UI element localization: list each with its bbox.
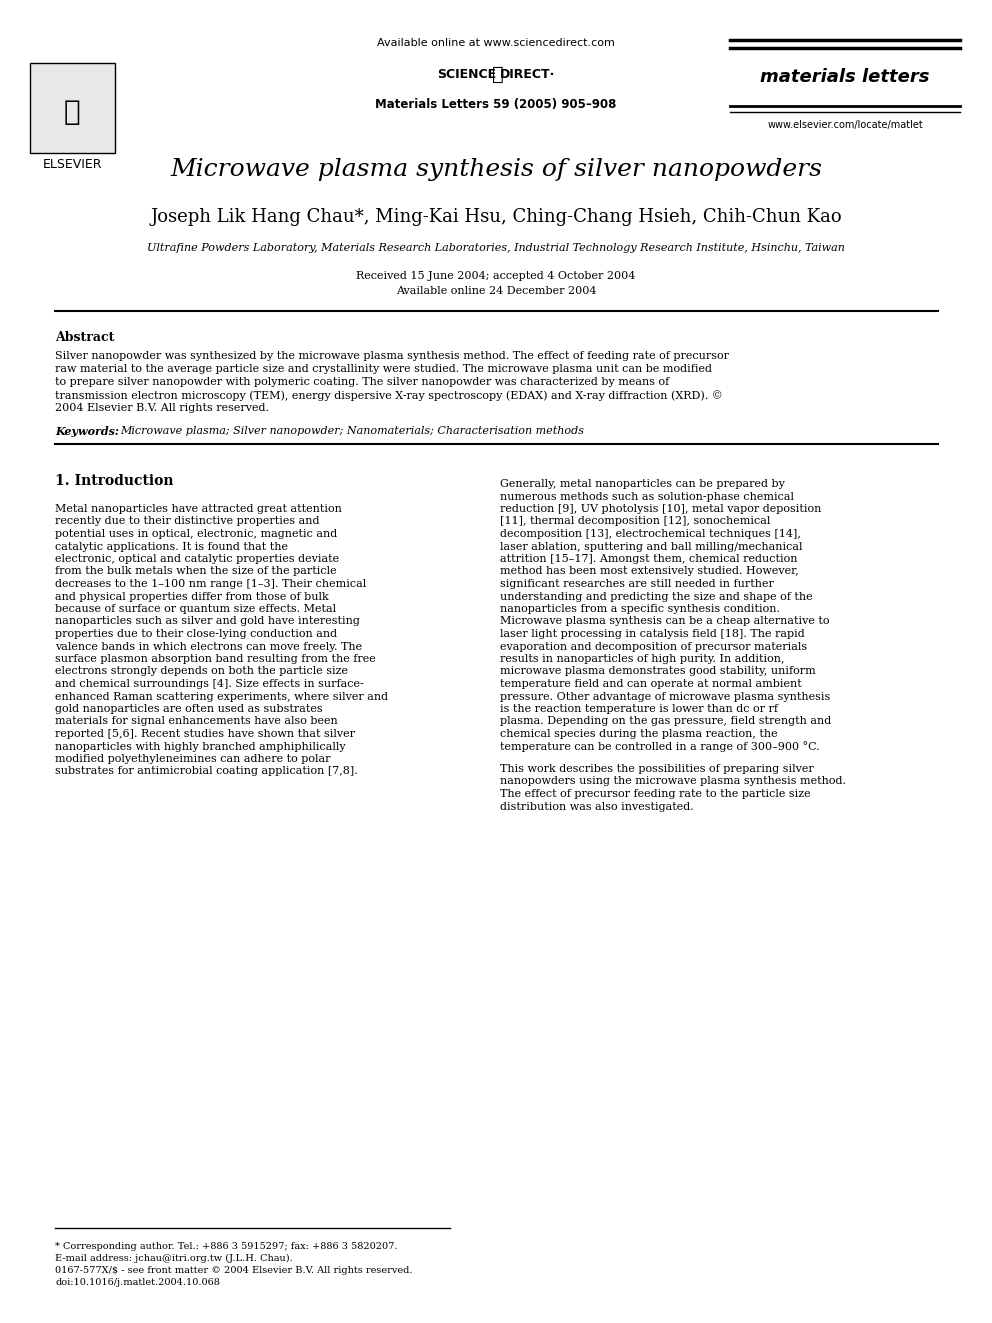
Text: microwave plasma demonstrates good stability, uniform: microwave plasma demonstrates good stabi… [500, 667, 815, 676]
Text: understanding and predicting the size and shape of the: understanding and predicting the size an… [500, 591, 812, 602]
Text: Available online 24 December 2004: Available online 24 December 2004 [396, 286, 596, 296]
Text: This work describes the possibilities of preparing silver: This work describes the possibilities of… [500, 763, 813, 774]
Text: evaporation and decomposition of precursor materials: evaporation and decomposition of precurs… [500, 642, 807, 651]
Text: decomposition [13], electrochemical techniques [14],: decomposition [13], electrochemical tech… [500, 529, 801, 538]
Text: gold nanoparticles are often used as substrates: gold nanoparticles are often used as sub… [55, 704, 322, 714]
Text: temperature can be controlled in a range of 300–900 °C.: temperature can be controlled in a range… [500, 741, 819, 753]
Text: nanopowders using the microwave plasma synthesis method.: nanopowders using the microwave plasma s… [500, 777, 846, 786]
Text: results in nanoparticles of high purity. In addition,: results in nanoparticles of high purity.… [500, 654, 785, 664]
Text: ELSEVIER: ELSEVIER [43, 157, 102, 171]
Text: distribution was also investigated.: distribution was also investigated. [500, 802, 693, 811]
Text: 0167-577X/$ - see front matter © 2004 Elsevier B.V. All rights reserved.: 0167-577X/$ - see front matter © 2004 El… [55, 1266, 413, 1275]
Text: Received 15 June 2004; accepted 4 October 2004: Received 15 June 2004; accepted 4 Octobe… [356, 271, 636, 280]
Text: Metal nanoparticles have attracted great attention: Metal nanoparticles have attracted great… [55, 504, 342, 515]
Text: temperature field and can operate at normal ambient: temperature field and can operate at nor… [500, 679, 802, 689]
Text: ⓓ: ⓓ [492, 65, 504, 83]
Text: DIRECT·: DIRECT· [500, 67, 556, 81]
Text: www.elsevier.com/locate/matlet: www.elsevier.com/locate/matlet [767, 120, 923, 130]
Text: doi:10.1016/j.matlet.2004.10.068: doi:10.1016/j.matlet.2004.10.068 [55, 1278, 220, 1287]
Text: nanoparticles such as silver and gold have interesting: nanoparticles such as silver and gold ha… [55, 617, 360, 627]
Text: 🌳: 🌳 [63, 98, 80, 126]
Text: SCIENCE: SCIENCE [436, 67, 496, 81]
Text: The effect of precursor feeding rate to the particle size: The effect of precursor feeding rate to … [500, 789, 810, 799]
Text: to prepare silver nanopowder with polymeric coating. The silver nanopowder was c: to prepare silver nanopowder with polyme… [55, 377, 670, 388]
Text: [11], thermal decomposition [12], sonochemical: [11], thermal decomposition [12], sonoch… [500, 516, 771, 527]
Text: from the bulk metals when the size of the particle: from the bulk metals when the size of th… [55, 566, 336, 577]
Text: transmission electron microscopy (TEM), energy dispersive X-ray spectroscopy (ED: transmission electron microscopy (TEM), … [55, 390, 723, 401]
Text: nanoparticles from a specific synthesis condition.: nanoparticles from a specific synthesis … [500, 605, 780, 614]
Text: Keywords:: Keywords: [55, 426, 119, 437]
Text: 1. Introduction: 1. Introduction [55, 474, 174, 488]
Text: numerous methods such as solution-phase chemical: numerous methods such as solution-phase … [500, 492, 794, 501]
Text: materials letters: materials letters [760, 67, 930, 86]
Text: laser ablation, sputtering and ball milling/mechanical: laser ablation, sputtering and ball mill… [500, 541, 803, 552]
Text: valence bands in which electrons can move freely. The: valence bands in which electrons can mov… [55, 642, 362, 651]
Text: pressure. Other advantage of microwave plasma synthesis: pressure. Other advantage of microwave p… [500, 692, 830, 701]
Text: Ultrafine Powders Laboratory, Materials Research Laboratories, Industrial Techno: Ultrafine Powders Laboratory, Materials … [147, 243, 845, 253]
Text: Joseph Lik Hang Chau*, Ming-Kai Hsu, Ching-Chang Hsieh, Chih-Chun Kao: Joseph Lik Hang Chau*, Ming-Kai Hsu, Chi… [150, 208, 842, 226]
Text: electronic, optical and catalytic properties deviate: electronic, optical and catalytic proper… [55, 554, 339, 564]
Text: catalytic applications. It is found that the: catalytic applications. It is found that… [55, 541, 288, 552]
Text: nanoparticles with highly branched amphiphilically: nanoparticles with highly branched amphi… [55, 741, 345, 751]
Text: * Corresponding author. Tel.: +886 3 5915297; fax: +886 3 5820207.: * Corresponding author. Tel.: +886 3 591… [55, 1242, 398, 1252]
Text: recently due to their distinctive properties and: recently due to their distinctive proper… [55, 516, 319, 527]
Text: and physical properties differ from those of bulk: and physical properties differ from thos… [55, 591, 328, 602]
Text: substrates for antimicrobial coating application [7,8].: substrates for antimicrobial coating app… [55, 766, 358, 777]
Text: modified polyethyleneimines can adhere to polar: modified polyethyleneimines can adhere t… [55, 754, 330, 763]
Text: Materials Letters 59 (2005) 905–908: Materials Letters 59 (2005) 905–908 [375, 98, 617, 111]
Text: E-mail address: jchau@itri.org.tw (J.L.H. Chau).: E-mail address: jchau@itri.org.tw (J.L.H… [55, 1254, 293, 1263]
Text: Available online at www.sciencedirect.com: Available online at www.sciencedirect.co… [377, 38, 615, 48]
FancyBboxPatch shape [30, 64, 115, 153]
Text: potential uses in optical, electronic, magnetic and: potential uses in optical, electronic, m… [55, 529, 337, 538]
Text: attrition [15–17]. Amongst them, chemical reduction: attrition [15–17]. Amongst them, chemica… [500, 554, 798, 564]
Text: reported [5,6]. Recent studies have shown that silver: reported [5,6]. Recent studies have show… [55, 729, 355, 740]
Text: surface plasmon absorption band resulting from the free: surface plasmon absorption band resultin… [55, 654, 376, 664]
Text: Generally, metal nanoparticles can be prepared by: Generally, metal nanoparticles can be pr… [500, 479, 785, 490]
Text: 2004 Elsevier B.V. All rights reserved.: 2004 Elsevier B.V. All rights reserved. [55, 404, 269, 413]
Text: method has been most extensively studied. However,: method has been most extensively studied… [500, 566, 799, 577]
Text: and chemical surroundings [4]. Size effects in surface-: and chemical surroundings [4]. Size effe… [55, 679, 364, 689]
Text: because of surface or quantum size effects. Metal: because of surface or quantum size effec… [55, 605, 336, 614]
Text: enhanced Raman scattering experiments, where silver and: enhanced Raman scattering experiments, w… [55, 692, 388, 701]
Text: Microwave plasma; Silver nanopowder; Nanomaterials; Characterisation methods: Microwave plasma; Silver nanopowder; Nan… [120, 426, 584, 437]
Text: Abstract: Abstract [55, 331, 114, 344]
Text: reduction [9], UV photolysis [10], metal vapor deposition: reduction [9], UV photolysis [10], metal… [500, 504, 821, 515]
Text: is the reaction temperature is lower than dc or rf: is the reaction temperature is lower tha… [500, 704, 778, 714]
Text: significant researches are still needed in further: significant researches are still needed … [500, 579, 774, 589]
Text: properties due to their close-lying conduction and: properties due to their close-lying cond… [55, 628, 337, 639]
Text: Microwave plasma synthesis can be a cheap alternative to: Microwave plasma synthesis can be a chea… [500, 617, 829, 627]
Text: plasma. Depending on the gas pressure, field strength and: plasma. Depending on the gas pressure, f… [500, 717, 831, 726]
Text: laser light processing in catalysis field [18]. The rapid: laser light processing in catalysis fiel… [500, 628, 805, 639]
Text: Microwave plasma synthesis of silver nanopowders: Microwave plasma synthesis of silver nan… [170, 157, 822, 181]
Text: chemical species during the plasma reaction, the: chemical species during the plasma react… [500, 729, 778, 740]
Text: materials for signal enhancements have also been: materials for signal enhancements have a… [55, 717, 337, 726]
Text: raw material to the average particle size and crystallinity were studied. The mi: raw material to the average particle siz… [55, 364, 712, 374]
Text: Silver nanopowder was synthesized by the microwave plasma synthesis method. The : Silver nanopowder was synthesized by the… [55, 351, 729, 361]
Text: electrons strongly depends on both the particle size: electrons strongly depends on both the p… [55, 667, 348, 676]
Text: decreases to the 1–100 nm range [1–3]. Their chemical: decreases to the 1–100 nm range [1–3]. T… [55, 579, 366, 589]
